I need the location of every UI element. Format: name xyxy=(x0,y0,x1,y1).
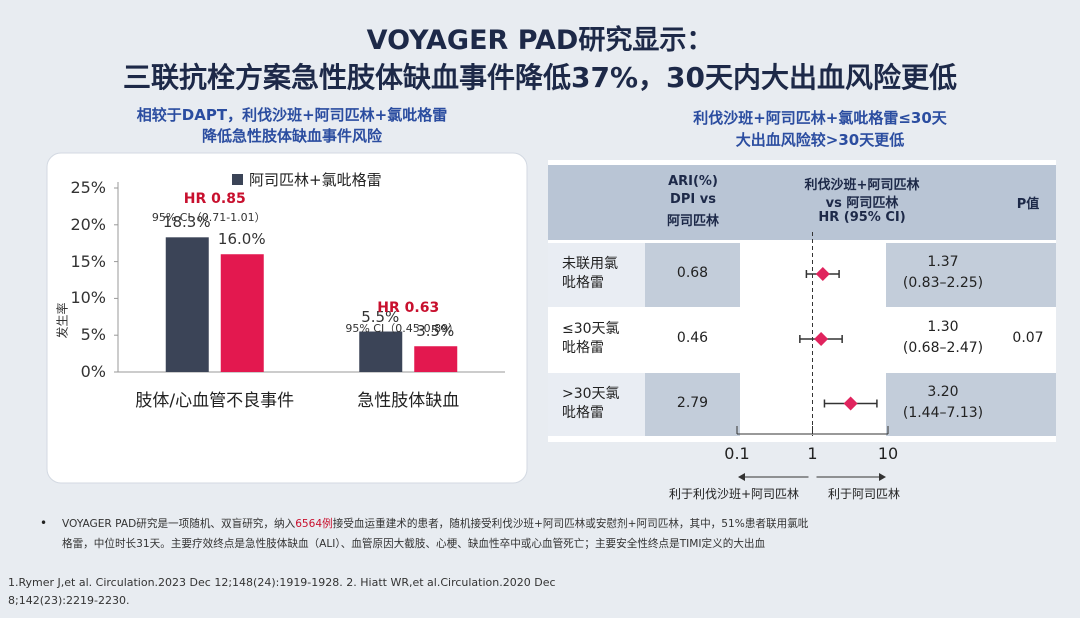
row-label: 未联用氯吡格雷 xyxy=(562,256,618,291)
hr-ci: (0.83–2.25) xyxy=(902,275,984,291)
data-label: 5.5% xyxy=(361,307,400,326)
column-header: P值 xyxy=(1016,197,1040,212)
column-header: DPI vs xyxy=(670,192,716,207)
hr-value: 3.20 xyxy=(927,383,959,400)
row-ari-bg xyxy=(645,243,740,307)
row-label: >30天氯吡格雷 xyxy=(562,385,620,421)
row-hr-bg xyxy=(886,373,1056,436)
y-axis-label: 发生率 xyxy=(55,302,70,339)
bar xyxy=(414,346,458,372)
hr-value: 1.37 xyxy=(927,254,959,270)
x-tick-label: 1 xyxy=(807,444,818,463)
row-label-bg xyxy=(548,309,645,371)
x-tick-label: 肢体/心血管不良事件 xyxy=(135,391,295,411)
table-header-bg xyxy=(548,165,1056,240)
row-label-bg xyxy=(548,373,645,436)
ari-value: 0.68 xyxy=(676,265,709,281)
bar xyxy=(220,254,264,372)
hr-ci: (1.44–7.13) xyxy=(902,404,984,421)
hr-point xyxy=(815,267,830,281)
footnote-text: 接受血运重建术的患者，随机接受利伐沙班+阿司匹林或安慰剂+阿司匹林，其中，51%… xyxy=(332,518,809,530)
favors-label: 利于利伐沙班+阿司匹林 xyxy=(668,487,800,501)
row-label-bg xyxy=(548,243,645,307)
hr-point xyxy=(843,396,858,411)
ari-value: 0.46 xyxy=(676,330,709,346)
footnote-line: VOYAGER PAD研究是一项随机、双盲研究，纳入6564例接受血运重建术的患… xyxy=(62,516,808,531)
row-ari-bg xyxy=(645,373,740,436)
legend-label: 阿司匹林+氯吡格雷 xyxy=(249,171,382,189)
data-label: 3.5% xyxy=(416,322,455,341)
subtitle: 利伐沙班+阿司匹林+氯吡格雷≤30天 xyxy=(693,109,947,127)
footnote-text: 格雷，中位时长31天。主要疗效终点是急性肢体缺血（ALI）、血管原因大截肢、心梗… xyxy=(62,538,766,550)
footnote-text: VOYAGER PAD研究是一项随机、双盲研究，纳入 xyxy=(62,518,296,530)
row-hr-bg xyxy=(886,243,1056,307)
bar xyxy=(359,331,403,372)
p-value: 0.07 xyxy=(1012,330,1044,346)
bar xyxy=(165,237,209,372)
title: 三联抗栓方案急性肢体缺血事件降低37%，30天内大出血风险更低 xyxy=(123,61,957,94)
column-header: HR (95% CI) xyxy=(818,210,906,225)
footnote-line: 格雷，中位时长31天。主要疗效终点是急性肢体缺血（ALI）、血管原因大截肢、心梗… xyxy=(62,536,765,551)
data-label: 18.3% xyxy=(162,213,211,232)
x-tick-label: 10 xyxy=(877,444,899,463)
title: VOYAGER PAD研究显示： xyxy=(366,25,714,56)
y-tick-label: 5% xyxy=(80,325,106,345)
annotation-ci: 95% CI（0.71-1.01） xyxy=(151,211,266,224)
hr-ci: (0.68–2.47) xyxy=(902,340,984,356)
arrow-head xyxy=(738,473,745,481)
annotation-ci: 95% CI（0.45-0.89） xyxy=(345,322,460,335)
subtitle: 降低急性肢体缺血事件风险 xyxy=(201,127,383,145)
column-header: 阿司匹林 xyxy=(666,214,720,229)
footnote-text: 6564例 xyxy=(295,518,333,530)
column-header: 利伐沙班+阿司匹林 xyxy=(804,178,920,193)
column-header: vs 阿司匹林 xyxy=(825,196,899,211)
subtitle: 相较于DAPT，利伐沙班+阿司匹林+氯吡格雷 xyxy=(136,106,448,124)
y-tick-label: 20% xyxy=(70,214,106,234)
data-label: 16.0% xyxy=(217,230,266,249)
subtitle: 大出血风险较>30天更低 xyxy=(735,131,905,149)
annotation-hr: HR 0.63 xyxy=(377,300,440,316)
ari-value: 2.79 xyxy=(676,394,709,411)
annotation-hr: HR 0.85 xyxy=(183,191,246,207)
favors-label: 利于阿司匹林 xyxy=(827,487,901,501)
hr-point xyxy=(814,332,829,346)
column-header: ARI(%) xyxy=(668,174,718,189)
y-tick-label: 0% xyxy=(80,362,106,381)
hr-value: 1.30 xyxy=(927,319,959,335)
chart-panel xyxy=(46,152,528,484)
row-label: ≤30天氯吡格雷 xyxy=(562,321,620,356)
y-tick-label: 15% xyxy=(70,251,106,271)
reference: 8;142(23):2219-2230. xyxy=(8,594,130,607)
x-tick-label: 急性肢体缺血 xyxy=(357,391,460,411)
legend-swatch xyxy=(232,174,243,185)
y-tick-label: 25% xyxy=(70,178,106,197)
y-tick-label: 10% xyxy=(70,288,106,308)
reference: 1.Rymer J,et al. Circulation.2023 Dec 12… xyxy=(8,576,556,589)
arrow-head xyxy=(879,473,886,481)
bullet: • xyxy=(40,516,48,530)
x-tick-label: 0.1 xyxy=(724,444,750,463)
row-ari-bg xyxy=(645,309,740,371)
row-hr-bg xyxy=(886,309,1056,371)
